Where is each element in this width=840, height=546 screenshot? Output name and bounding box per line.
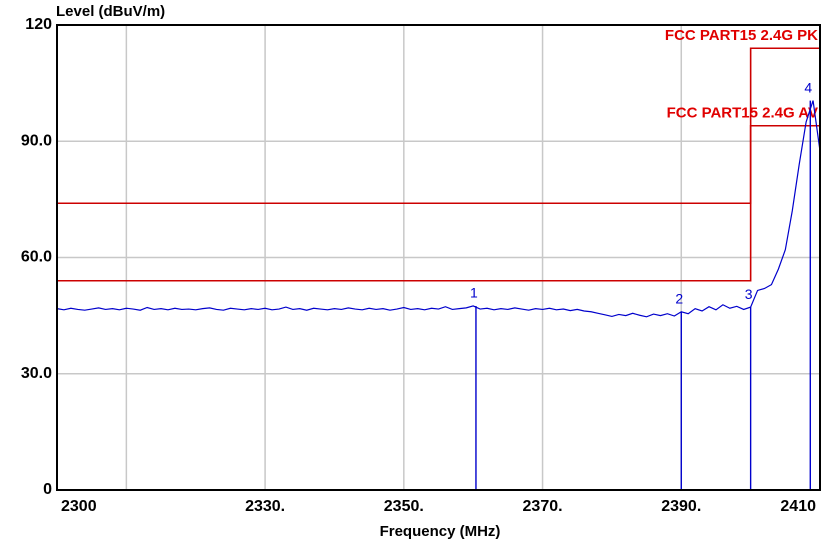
trace-line (56, 100, 821, 318)
marker-label: 3 (745, 286, 753, 302)
limit-label: FCC PART15 2.4G PK (665, 27, 818, 44)
y-tick-label: 0 (43, 481, 52, 498)
x-tick-label: 2300 (61, 498, 97, 515)
y-tick-label: 120 (25, 16, 52, 33)
y-tick-label: 90.0 (21, 132, 52, 149)
x-tick-label: 2390. (661, 498, 701, 515)
marker-label: 4 (804, 79, 812, 95)
y-tick-label: 60.0 (21, 249, 52, 266)
x-tick-label: 2370. (523, 498, 563, 515)
x-tick-label: 2350. (384, 498, 424, 515)
marker-label: 2 (675, 290, 683, 306)
marker-label: 1 (470, 285, 478, 301)
limit-label: FCC PART15 2.4G AV (667, 105, 818, 122)
limit-line (57, 124, 820, 282)
y-tick-label: 30.0 (21, 365, 52, 382)
x-axis-label: Frequency (MHz) (380, 523, 501, 540)
y-axis-label: Level (dBuV/m) (56, 3, 165, 20)
plot-frame (56, 24, 821, 491)
x-tick-label: 2410 (780, 498, 816, 515)
x-tick-label: 2330. (245, 498, 285, 515)
